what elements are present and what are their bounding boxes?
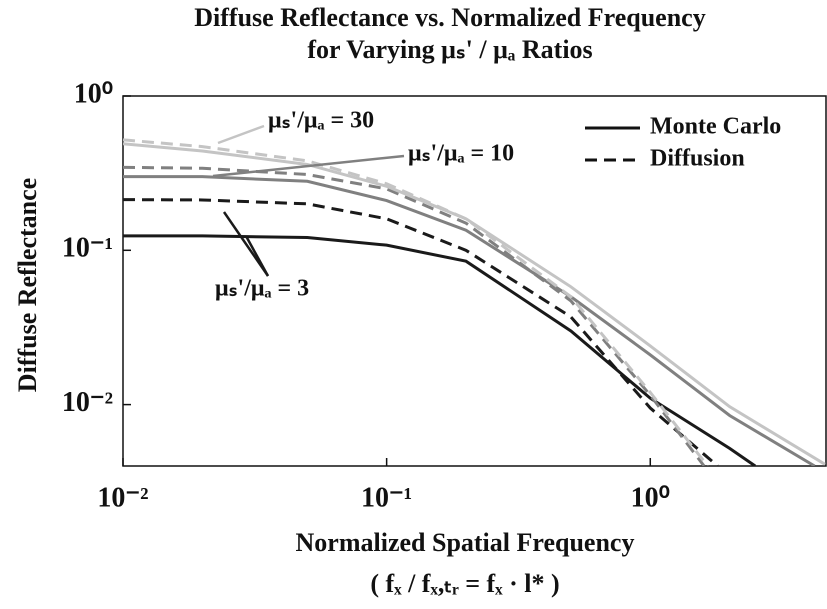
y-axis-label: Diffuse Reflectance xyxy=(13,178,42,392)
annotation-leader xyxy=(212,154,405,178)
x-tick-label: 10⁻¹ xyxy=(361,482,412,513)
annotation: μₛ'/μₐ = 30 xyxy=(268,108,374,134)
data-line xyxy=(123,138,709,466)
y-tick-label: 10⁻² xyxy=(62,387,113,418)
annotation: μₛ'/μₐ = 10 xyxy=(408,141,514,167)
x-tick-label: 10⁻² xyxy=(97,482,148,513)
chart-title: for Varying μₛ' / μₐ Ratios xyxy=(307,35,592,64)
x-axis-label: ( fₓ / fₓ,ₜᵣ = fₓ · l* ) xyxy=(370,569,559,598)
plot-lines xyxy=(123,138,826,466)
x-tick-label: 10⁰ xyxy=(631,482,670,513)
annotation-leader xyxy=(222,211,270,277)
y-tick-label: 10⁰ xyxy=(74,78,113,109)
data-line xyxy=(123,175,816,466)
data-line xyxy=(123,142,826,466)
legend-label: Diffusion xyxy=(650,146,745,172)
data-line xyxy=(123,198,719,466)
y-tick-label: 10⁻¹ xyxy=(62,233,113,264)
x-axis-label: Normalized Spatial Frequency xyxy=(296,528,635,557)
chart-title: Diffuse Reflectance vs. Normalized Frequ… xyxy=(194,3,705,32)
legend-label: Monte Carlo xyxy=(650,114,781,140)
data-line xyxy=(123,165,706,466)
annotation-leader xyxy=(244,235,270,277)
plot-frame xyxy=(122,95,827,467)
data-line xyxy=(123,234,757,466)
annotation: μₛ'/μₐ = 3 xyxy=(215,276,309,302)
annotation-leader xyxy=(217,124,265,145)
